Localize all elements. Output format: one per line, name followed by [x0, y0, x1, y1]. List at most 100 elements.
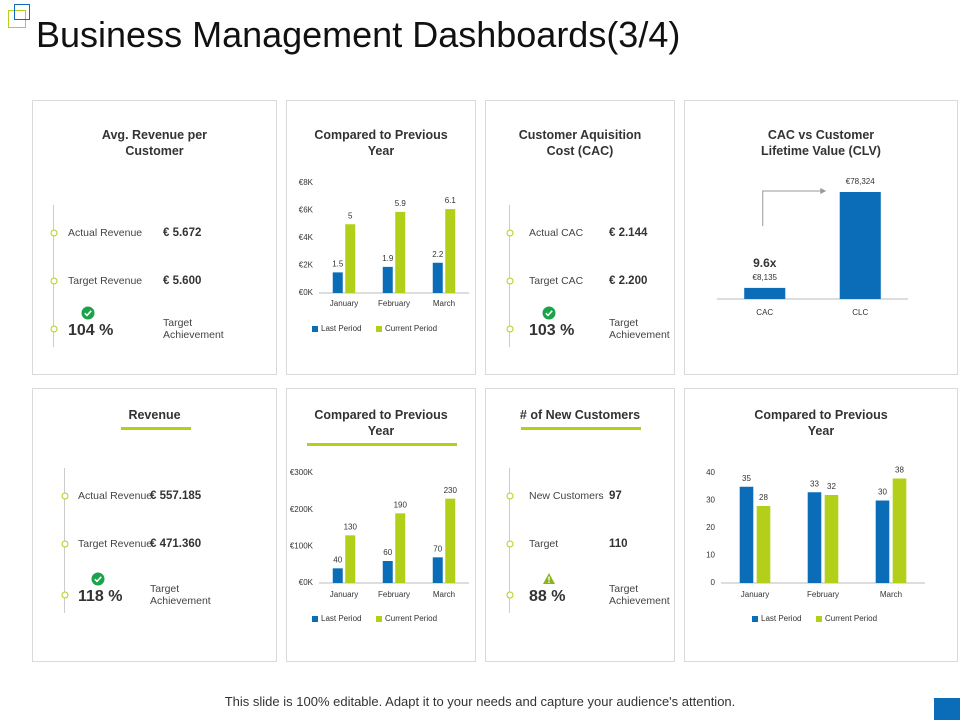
- kpi-dot: [61, 540, 68, 548]
- value-label: 38: [895, 466, 904, 475]
- y-tick-label: €0K: [299, 288, 314, 297]
- kpi-dot: [50, 277, 57, 285]
- achievement-value: 88 %: [529, 588, 566, 605]
- kpi-dot: [506, 277, 513, 285]
- x-tick-label: March: [433, 299, 455, 308]
- check-circle: [81, 306, 95, 320]
- check-mark: [94, 576, 102, 583]
- legend-swatch: [376, 326, 382, 332]
- value-label: 60: [383, 548, 392, 557]
- y-tick-label: €300K: [290, 468, 314, 477]
- achievement-label: Target Achievement: [163, 317, 224, 341]
- bar: [807, 492, 822, 583]
- kpi-value: € 557.185: [150, 490, 202, 502]
- value-label: 35: [742, 474, 751, 483]
- kpi-value: 110: [609, 538, 628, 550]
- footer: This slide is 100% editable. Adapt it to…: [224, 694, 736, 709]
- legend-swatch: [312, 326, 318, 332]
- panel-title-text: Compared to Previous Year: [314, 408, 448, 438]
- kpi-label: Target: [529, 538, 559, 550]
- panel-title-text: Compared to Previous Year: [314, 128, 448, 158]
- achievement-label: Target Achievement: [609, 583, 670, 607]
- y-tick-label: €0K: [299, 578, 314, 587]
- kpi-label: Actual Revenue: [78, 490, 153, 502]
- status-icon: [81, 306, 95, 320]
- status-icon: [543, 573, 555, 584]
- value-label: €8,135: [753, 273, 778, 282]
- y-tick-label: €2K: [299, 261, 314, 270]
- panel-title: Revenue: [33, 407, 276, 423]
- value-label: 5.9: [395, 199, 407, 208]
- bar: [345, 535, 356, 583]
- kpi-value: € 5.672: [163, 227, 202, 239]
- legend-swatch: [816, 616, 822, 622]
- check-mark: [84, 310, 92, 317]
- x-tick-label: CAC: [756, 308, 773, 317]
- panel: Avg. Revenue per Customer Actual Revenue €…: [32, 100, 277, 375]
- kpi-value: € 2.200: [609, 275, 648, 287]
- x-tick-label: February: [807, 590, 839, 599]
- annotation: 9.6x: [753, 256, 777, 270]
- panel: Compared to Previous Year 0 10 20 30 40 Januar…: [684, 388, 958, 662]
- x-tick-label: March: [433, 590, 455, 599]
- panel: Compared to Previous Year €0K €100K €200K €3…: [286, 388, 476, 662]
- arrow-head: [820, 188, 827, 194]
- legend-label: Last Period: [761, 614, 801, 623]
- x-tick-label: February: [378, 299, 410, 308]
- chart: €8,135 CAC €78,324 CLC 9.6x: [717, 177, 908, 317]
- bar: [824, 495, 839, 583]
- legend-label: Last Period: [321, 324, 361, 333]
- x-tick-label: January: [330, 299, 358, 308]
- value-label: 2.2: [432, 250, 444, 259]
- panel-title: # of New Customers: [486, 407, 674, 423]
- bar: [345, 224, 356, 293]
- achievement-label: Target Achievement: [150, 583, 211, 607]
- x-tick-label: February: [378, 590, 410, 599]
- kpi-dot: [506, 591, 513, 599]
- kpi-value: € 5.600: [163, 275, 202, 287]
- bar: [432, 557, 443, 583]
- value-label: 5: [348, 211, 353, 220]
- panel-title-text: Revenue: [128, 408, 181, 422]
- x-tick-label: March: [880, 590, 902, 599]
- bar: [395, 211, 406, 293]
- panel: CAC vs Customer Lifetime Value (CLV) €8,1…: [684, 100, 958, 375]
- bar: [892, 478, 907, 583]
- panel-title-text: Avg. Revenue per Customer: [101, 128, 208, 158]
- panel-title: Compared to Previous Year: [287, 407, 475, 439]
- legend-label: Current Period: [385, 614, 437, 623]
- y-tick-label: 10: [706, 551, 715, 560]
- value-label: 70: [433, 544, 442, 553]
- kpi-value: € 471.360: [150, 538, 202, 550]
- bar: [432, 262, 443, 293]
- panel: # of New Customers New Customers 97 Target 1…: [485, 388, 675, 662]
- value-label: 1.9: [382, 254, 394, 263]
- panel-title: Customer Aquisition Cost (CAC): [486, 127, 674, 159]
- bar: [382, 561, 393, 583]
- value-label: 130: [344, 522, 358, 531]
- panel-title: Avg. Revenue per Customer: [33, 127, 276, 159]
- bar: [382, 266, 393, 293]
- bar: [395, 513, 406, 583]
- bar: [744, 287, 786, 299]
- value-label: 32: [827, 482, 836, 491]
- value-label: 230: [444, 486, 458, 495]
- y-tick-label: €4K: [299, 233, 314, 242]
- y-tick-label: €200K: [290, 505, 314, 514]
- kpi-dot: [50, 325, 57, 333]
- kpi-value: € 2.144: [609, 227, 648, 239]
- bar: [739, 486, 754, 583]
- kpi-label: Actual Revenue: [68, 227, 143, 239]
- kpi-label: Target CAC: [529, 275, 584, 287]
- kpi-label: Target Revenue: [68, 275, 143, 287]
- kpi-dot: [61, 591, 68, 599]
- legend-swatch: [376, 616, 382, 622]
- value-label: 40: [333, 555, 342, 564]
- x-tick-label: January: [330, 590, 358, 599]
- panel-title-text: Customer Aquisition Cost (CAC): [518, 128, 642, 158]
- value-label: 6.1: [445, 196, 457, 205]
- value-label: 30: [878, 488, 887, 497]
- panel-title: Compared to Previous Year: [287, 127, 475, 159]
- title-underline: [120, 427, 191, 430]
